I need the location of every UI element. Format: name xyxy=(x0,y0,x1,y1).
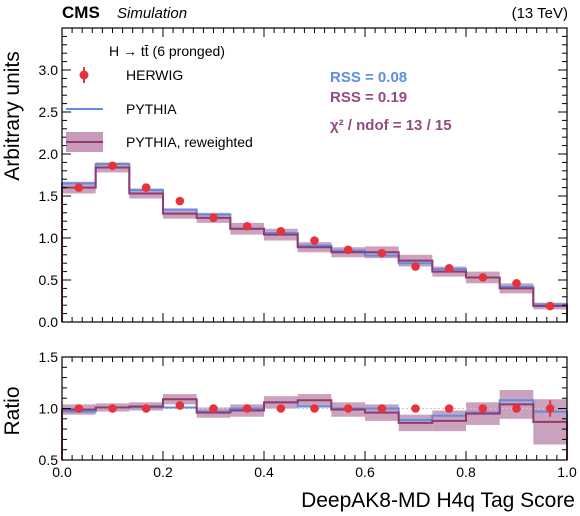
energy-label: (13 TeV) xyxy=(512,5,568,22)
ratio-xtick-label-4: 0.8 xyxy=(456,464,476,480)
ratio-herwig-point-8 xyxy=(343,404,353,413)
main-ytick-label-4: 2.0 xyxy=(39,146,59,162)
legend: H → tt̄ (6 pronged) HERWIG PYTHIA PYTHIA… xyxy=(66,43,253,152)
legend-pythia-label: PYTHIA xyxy=(126,101,177,117)
legend-title: H → tt̄ (6 pronged) xyxy=(109,43,225,59)
main-herwig-point-14 xyxy=(545,301,555,311)
ratio-panel: 0.5 1.0 1.5 0.0 0.2 0.4 0.6 0.8 1.0 xyxy=(39,349,577,480)
ratio-herwig-point-3 xyxy=(175,401,185,410)
legend-herwig-marker xyxy=(79,70,89,80)
main-ytick-label-3: 1.5 xyxy=(39,188,59,204)
ratio-herwig-point-13 xyxy=(512,404,521,413)
main-herwig-point-10 xyxy=(411,262,420,271)
main-herwig-point-8 xyxy=(343,245,353,255)
ratio-herwig-point-9 xyxy=(377,404,387,413)
ratio-herwig-point-12 xyxy=(478,404,488,413)
x-axis-label: DeepAK8-MD H4q Tag Score xyxy=(301,489,575,512)
ratio-herwig-point-4 xyxy=(209,404,218,413)
main-herwig-point-1 xyxy=(108,161,117,171)
ratio-ytick-label-0: 0.5 xyxy=(39,452,59,468)
main-herwig-point-12 xyxy=(478,273,488,282)
main-ytick-label-5: 2.5 xyxy=(39,104,59,120)
main-ytick-label-0: 0.0 xyxy=(39,314,59,330)
ratio-herwig-point-7 xyxy=(310,404,319,413)
main-herwig-point-0 xyxy=(74,183,84,192)
ratio-reweighted-line xyxy=(61,398,568,460)
rss-reweighted: RSS = 0.19 xyxy=(330,89,407,106)
main-herwig-point-7 xyxy=(310,236,319,245)
legend-herwig-label: HERWIG xyxy=(126,67,183,83)
ratio-ytick-label-1: 1.0 xyxy=(39,401,59,417)
main-herwig-point-11 xyxy=(444,263,454,273)
ratio-herwig-point-5 xyxy=(242,404,252,413)
main-herwig-point-13 xyxy=(512,279,521,288)
legend-reweighted-label: PYTHIA, reweighted xyxy=(126,134,253,150)
main-ytick-label-1: 0.5 xyxy=(39,272,59,288)
ratio-xtick-label-0: 0.0 xyxy=(52,464,72,480)
ratio-herwig-point-2 xyxy=(141,404,151,413)
ratio-herwig-point-6 xyxy=(276,404,286,413)
main-herwig-point-6 xyxy=(276,226,286,236)
ratio-xtick-label-5: 1.0 xyxy=(557,464,577,480)
main-panel: 0.0 0.5 1.0 1.5 2.0 2.5 3.0 xyxy=(39,27,568,330)
ratio-xtick-label-2: 0.4 xyxy=(254,464,274,480)
y-axis-label-ratio: Ratio xyxy=(1,386,24,435)
main-ytick-label-6: 3.0 xyxy=(39,62,59,78)
cms-label: CMS xyxy=(62,3,100,22)
ratio-xtick-label-1: 0.2 xyxy=(153,464,173,480)
simulation-label: Simulation xyxy=(117,5,187,22)
y-axis-label-main: Arbitrary units xyxy=(1,51,24,181)
main-herwig-point-4 xyxy=(209,213,218,223)
main-herwig-point-2 xyxy=(141,183,151,192)
ratio-ytick-label-2: 1.5 xyxy=(39,349,59,365)
ratio-herwig-point-14 xyxy=(545,404,555,413)
main-reweighted-line xyxy=(61,166,568,322)
ratio-herwig-point-11 xyxy=(444,404,454,413)
main-herwig-point-5 xyxy=(242,221,252,231)
main-ytick-label-2: 1.0 xyxy=(39,230,59,246)
ratio-herwig-point-10 xyxy=(411,404,420,413)
ratio-herwig-point-1 xyxy=(108,404,117,413)
main-herwig-point-9 xyxy=(377,248,387,258)
chi2-ndof: χ² / ndof = 13 / 15 xyxy=(330,117,452,134)
main-herwig-point-3 xyxy=(175,196,185,206)
ratio-xtick-label-3: 0.6 xyxy=(355,464,375,480)
ratio-herwig-point-0 xyxy=(74,404,84,413)
rss-pythia: RSS = 0.08 xyxy=(330,69,407,86)
